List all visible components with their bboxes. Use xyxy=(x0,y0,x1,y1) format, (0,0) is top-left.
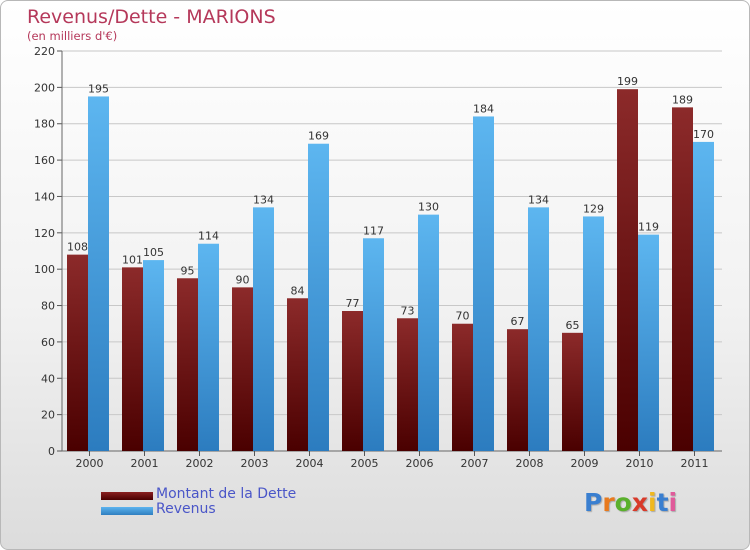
logo-letter: x xyxy=(631,488,648,517)
data-label-revenus: 169 xyxy=(308,130,329,143)
data-label-revenus: 130 xyxy=(418,201,439,214)
bar-revenus xyxy=(693,141,714,451)
data-label-revenus: 114 xyxy=(198,230,219,243)
bar-revenus xyxy=(473,116,494,452)
y-tick-label: 200 xyxy=(34,81,55,94)
data-label-revenus: 170 xyxy=(693,128,714,141)
logo-letter: i xyxy=(648,488,657,517)
x-tick-label: 2001 xyxy=(131,457,159,470)
x-tick-label: 2007 xyxy=(461,457,489,470)
y-tick-label: 0 xyxy=(48,445,55,458)
y-tick-label: 60 xyxy=(41,336,55,349)
proxiti-logo: Proxiti xyxy=(584,488,677,517)
data-label-revenus: 134 xyxy=(528,193,549,206)
y-tick-label: 80 xyxy=(41,300,55,313)
data-label-dette: 108 xyxy=(67,241,88,254)
data-label-dette: 90 xyxy=(236,273,250,286)
data-label-revenus: 134 xyxy=(253,193,274,206)
x-tick-label: 2008 xyxy=(516,457,544,470)
y-tick-label: 160 xyxy=(34,154,55,167)
data-label-dette: 65 xyxy=(566,319,580,332)
bar-revenus xyxy=(253,207,274,451)
legend-swatch-dette xyxy=(101,492,153,500)
logo-letter: t xyxy=(656,488,669,517)
x-tick-label: 2009 xyxy=(571,457,599,470)
x-tick-label: 2002 xyxy=(186,457,214,470)
y-tick-label: 140 xyxy=(34,190,55,203)
data-label-dette: 77 xyxy=(346,297,360,310)
bar-revenus xyxy=(308,143,329,451)
bar-revenus xyxy=(363,238,384,451)
legend-label-dette: Montant de la Dette xyxy=(156,486,297,502)
data-label-revenus: 105 xyxy=(143,246,164,259)
x-tick-label: 2005 xyxy=(351,457,379,470)
bar-dette xyxy=(562,332,583,451)
bar-revenus xyxy=(418,214,439,451)
legend-label-revenus: Revenus xyxy=(156,501,216,517)
y-tick-label: 100 xyxy=(34,263,55,276)
data-label-dette: 73 xyxy=(401,304,415,317)
x-tick-label: 2003 xyxy=(241,457,269,470)
bar-dette xyxy=(67,254,88,451)
data-label-revenus: 119 xyxy=(638,221,659,234)
bar-dette xyxy=(452,323,473,451)
bar-dette xyxy=(177,278,198,451)
chart-subtitle: (en milliers d'€) xyxy=(27,29,118,43)
logo-letter: P xyxy=(584,488,603,517)
data-label-dette: 67 xyxy=(511,315,525,328)
bar-revenus xyxy=(88,96,109,452)
x-tick-label: 2000 xyxy=(76,457,104,470)
bar-revenus xyxy=(638,234,659,451)
bar-dette xyxy=(617,89,638,451)
x-tick-label: 2011 xyxy=(681,457,709,470)
bar-dette xyxy=(122,267,143,451)
data-label-dette: 70 xyxy=(456,310,470,323)
y-tick-label: 120 xyxy=(34,227,55,240)
y-tick-label: 220 xyxy=(34,45,55,58)
data-label-revenus: 117 xyxy=(363,224,384,237)
logo-letter: o xyxy=(614,488,632,517)
data-label-dette: 95 xyxy=(181,264,195,277)
bar-dette xyxy=(287,298,308,451)
bar-dette xyxy=(672,107,693,451)
x-tick-label: 2010 xyxy=(626,457,654,470)
bar-revenus xyxy=(143,260,164,451)
chart-title: Revenus/Dette - MARIONS xyxy=(27,6,276,28)
bar-revenus xyxy=(583,216,604,451)
legend-swatch-revenus xyxy=(101,507,153,515)
bar-revenus xyxy=(528,207,549,451)
data-label-dette: 199 xyxy=(617,75,638,88)
bar-revenus xyxy=(198,243,219,451)
x-tick-label: 2006 xyxy=(406,457,434,470)
bar-dette xyxy=(232,287,253,451)
data-label-revenus: 184 xyxy=(473,102,494,115)
bar-dette xyxy=(507,329,528,451)
logo-letter: r xyxy=(602,488,615,517)
y-tick-label: 20 xyxy=(41,409,55,422)
data-label-revenus: 129 xyxy=(583,202,604,215)
bar-dette xyxy=(397,318,418,451)
data-label-dette: 189 xyxy=(672,93,693,106)
bar-dette xyxy=(342,311,363,451)
x-tick-label: 2004 xyxy=(296,457,324,470)
data-label-dette: 101 xyxy=(122,253,143,266)
data-label-revenus: 195 xyxy=(88,82,109,95)
y-tick-label: 180 xyxy=(34,118,55,131)
y-tick-label: 40 xyxy=(41,372,55,385)
data-label-dette: 84 xyxy=(291,284,305,297)
logo-letter: i xyxy=(668,488,678,517)
